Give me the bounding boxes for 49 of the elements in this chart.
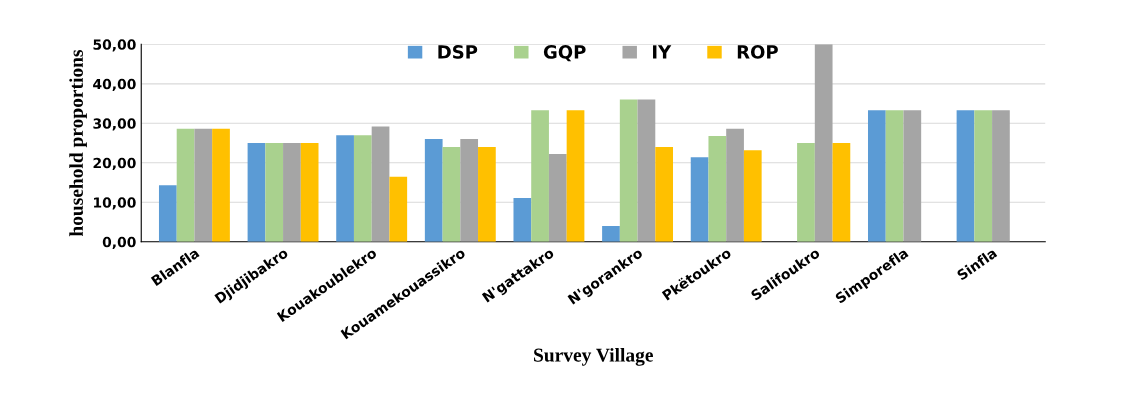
- bar: [974, 110, 993, 242]
- bar: [247, 143, 266, 242]
- bar: [619, 99, 638, 242]
- bar: [336, 135, 354, 242]
- bar: [442, 147, 461, 242]
- bar: [389, 176, 408, 242]
- legend-label: IY: [653, 45, 672, 59]
- bar: [832, 143, 851, 242]
- bar: [548, 154, 567, 242]
- bar: [158, 185, 177, 242]
- bar: [212, 128, 230, 242]
- bar: [194, 128, 213, 242]
- bar: [566, 110, 585, 242]
- y-tick-label: 10,00: [94, 197, 136, 210]
- bar: [602, 226, 620, 242]
- x-axis-title: Survey Village: [534, 348, 653, 366]
- y-tick-label: 30,00: [93, 118, 136, 131]
- y-tick-label: 50,00: [93, 39, 136, 52]
- bar: [726, 128, 744, 242]
- bar: [424, 139, 443, 242]
- bar: [371, 126, 390, 242]
- bar: [353, 135, 372, 242]
- bar: [743, 150, 762, 242]
- bar: [460, 139, 479, 242]
- bar: [655, 147, 674, 242]
- legend-label: DSP: [438, 45, 478, 59]
- bar: [265, 143, 284, 242]
- y-tick-label: 20,00: [93, 157, 136, 171]
- bar: [797, 143, 815, 242]
- bar: [868, 110, 886, 242]
- legend-label: GQP: [543, 45, 586, 62]
- bar: [903, 110, 922, 242]
- bar: [992, 110, 1010, 242]
- y-axis-title: household proportions: [69, 49, 87, 237]
- bar: [283, 143, 301, 242]
- bar: [300, 143, 319, 242]
- bar: [956, 110, 975, 242]
- y-tick-label: 40,00: [93, 78, 136, 92]
- legend-label: ROP: [737, 45, 778, 59]
- bar: [814, 44, 833, 242]
- bar: [885, 110, 904, 242]
- bar: [690, 157, 709, 242]
- bar: [708, 135, 727, 242]
- bar: [513, 197, 532, 242]
- y-tick-label: 0,00: [102, 236, 136, 250]
- bar: [531, 110, 549, 242]
- bar: [176, 128, 195, 242]
- bar: [478, 147, 496, 242]
- bar: [637, 99, 656, 242]
